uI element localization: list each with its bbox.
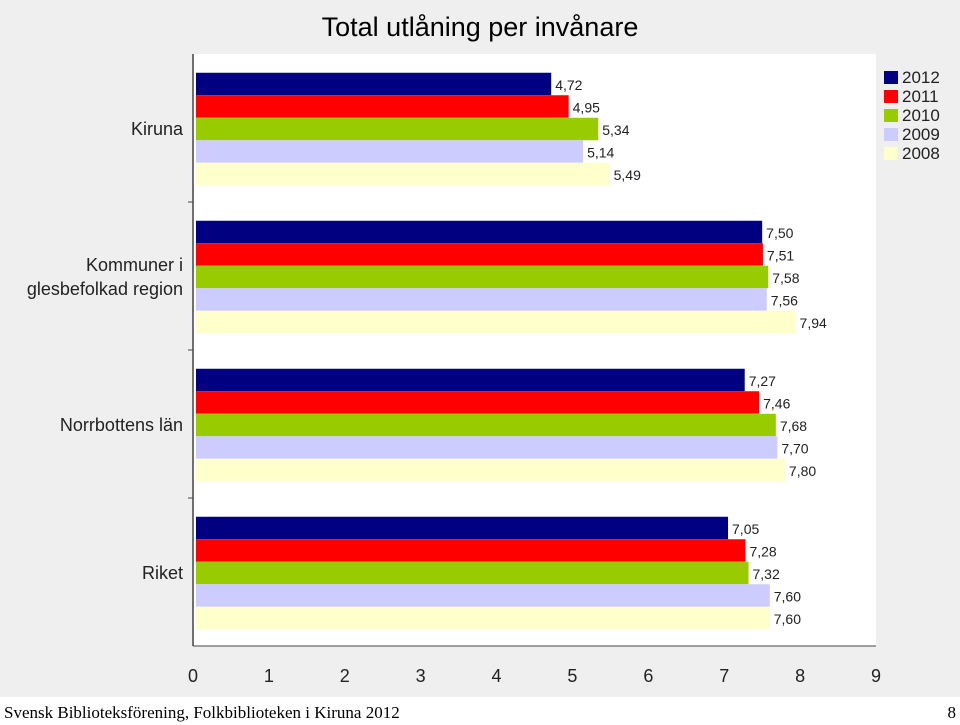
x-tick-label: 0 <box>188 666 198 686</box>
chart-title: Total utlåning per invånare <box>321 12 639 42</box>
data-label: 7,27 <box>749 373 776 389</box>
bar <box>196 140 584 163</box>
data-label: 7,60 <box>774 611 801 627</box>
category-label: Kommuner i glesbefolkad region <box>27 255 183 299</box>
legend-label: 2011 <box>902 87 939 106</box>
bar <box>196 539 746 562</box>
legend-swatch <box>884 128 898 141</box>
data-label: 7,46 <box>763 395 790 411</box>
page-number: 8 <box>947 703 957 722</box>
data-label: 7,05 <box>732 521 759 537</box>
data-label: 7,58 <box>772 270 799 286</box>
footer: Svensk Biblioteksförening, Folkbibliotek… <box>0 697 960 725</box>
bar <box>196 243 763 266</box>
bar <box>196 288 767 311</box>
legend-item: 2011 <box>884 87 954 106</box>
bar-chart: 4,72 4,955,34 5,145,49 7,50 7,51 7,58 7,567,94… <box>27 54 881 686</box>
data-label: 7,70 <box>781 440 808 456</box>
data-label: 7,32 <box>753 566 780 582</box>
data-label: 7,51 <box>767 247 794 263</box>
x-tick-label: 4 <box>492 666 502 686</box>
data-label: 7,68 <box>780 418 807 434</box>
data-label: 7,94 <box>800 315 827 331</box>
data-label: 7,28 <box>749 543 776 559</box>
category-label: Riket <box>142 563 183 583</box>
legend-swatch <box>884 71 898 84</box>
bar <box>196 368 745 392</box>
bar <box>196 458 785 482</box>
x-tick-label: 9 <box>871 666 881 686</box>
legend-label: 2012 <box>902 68 940 87</box>
legend-label: 2009 <box>902 125 940 144</box>
data-label: 4,72 <box>555 77 582 93</box>
data-label: 7,50 <box>766 225 793 241</box>
legend-label: 2008 <box>902 144 940 163</box>
bar <box>196 413 776 437</box>
legend-item: 2012 <box>884 68 954 87</box>
legend-item: 2008 <box>884 144 954 163</box>
legend-swatch <box>884 90 898 103</box>
x-tick-label: 8 <box>795 666 805 686</box>
data-label: 7,60 <box>774 588 801 604</box>
bar <box>196 516 729 540</box>
bar <box>196 606 770 630</box>
legend-label: 2010 <box>902 106 940 125</box>
legend: 2012 2011 2010 2009 2008 <box>884 68 954 163</box>
bar <box>196 561 749 585</box>
bar <box>196 436 778 459</box>
x-tick-label: 2 <box>340 666 350 686</box>
x-tick-label: 1 <box>264 666 274 686</box>
bar <box>196 72 552 96</box>
bar <box>196 584 770 607</box>
x-tick-label: 5 <box>567 666 577 686</box>
bar <box>196 220 763 244</box>
footer-text: Svensk Biblioteksförening, Folkbibliotek… <box>4 703 400 722</box>
category-label: Kiruna <box>131 119 184 139</box>
data-label: 7,80 <box>789 463 816 479</box>
data-label: 5,14 <box>587 144 614 160</box>
bar <box>196 391 760 414</box>
x-tick-label: 3 <box>416 666 426 686</box>
bar <box>196 265 769 289</box>
legend-swatch <box>884 147 898 160</box>
legend-swatch <box>884 109 898 122</box>
data-label: 5,34 <box>602 122 629 138</box>
bar <box>196 117 599 141</box>
legend-item: 2009 <box>884 125 954 144</box>
bar <box>196 310 796 334</box>
bar <box>196 95 569 118</box>
legend-item: 2010 <box>884 106 954 125</box>
chart-area: Total utlåning per invånare 4,72 4,95 5,34… <box>0 0 960 697</box>
data-label: 4,95 <box>573 99 600 115</box>
x-tick-label: 6 <box>643 666 653 686</box>
x-tick-label: 7 <box>719 666 729 686</box>
data-label: 7,56 <box>771 292 798 308</box>
category-label: Norrbottens län <box>60 415 183 435</box>
data-label: 5,49 <box>614 167 641 183</box>
bar <box>196 162 610 186</box>
